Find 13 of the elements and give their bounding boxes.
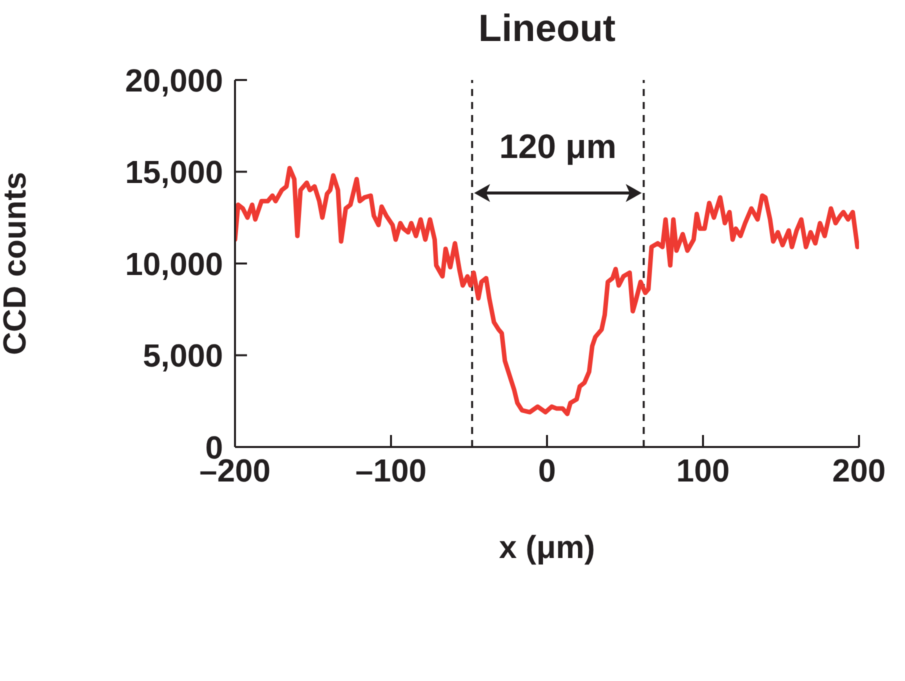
x-tick-label: 0: [538, 452, 556, 489]
x-axis-title: x (μm): [498, 529, 596, 565]
line-series: [235, 166, 859, 416]
y-axis-title: CCD counts: [0, 172, 32, 356]
chart-title: Lineout: [477, 8, 617, 51]
x-tick-label: 200: [832, 452, 886, 489]
annotation: 120 μm: [498, 128, 618, 167]
y-tick-label: 20,000: [125, 62, 223, 98]
y-tick-label: 5,000: [142, 338, 223, 374]
x-tick-label: 100: [676, 452, 730, 489]
y-tick-label: 10,000: [125, 246, 223, 282]
x-tick-label: –100: [355, 452, 427, 489]
y-tick-label: 15,000: [125, 154, 223, 190]
